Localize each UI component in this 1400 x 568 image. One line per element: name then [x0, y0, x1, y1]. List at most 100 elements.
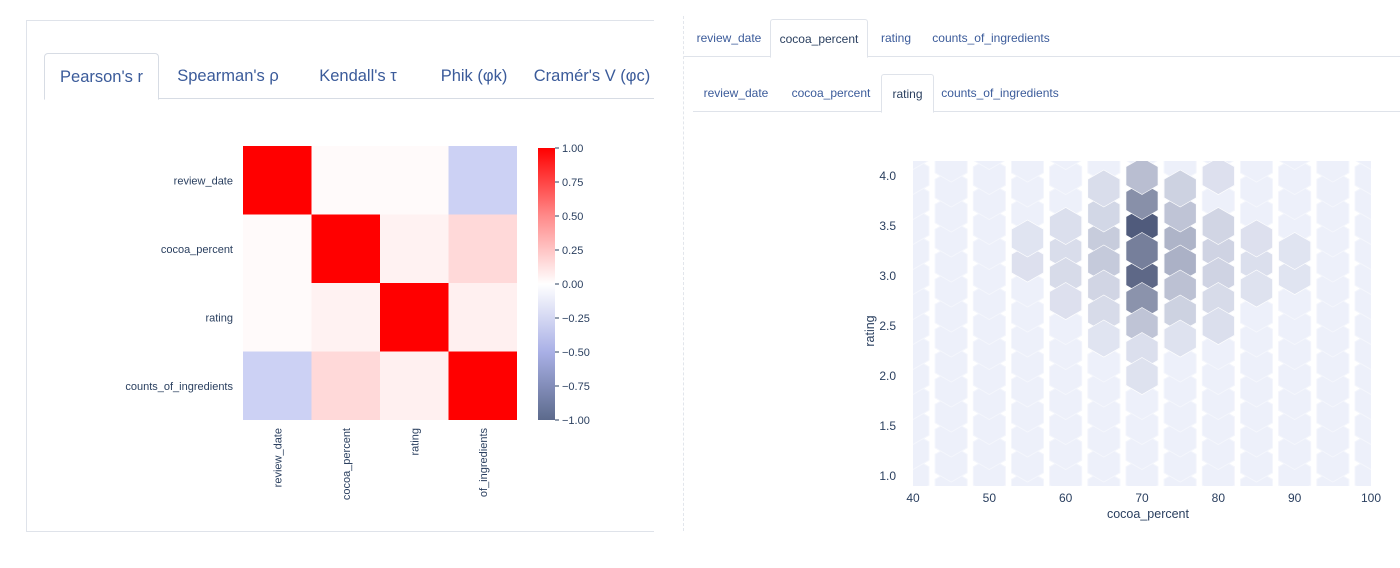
hex-background-cell	[1049, 381, 1083, 421]
interactions-panel: review_date cocoa_percent rating counts_…	[683, 16, 1400, 531]
hex-background-cell	[972, 306, 1006, 346]
heatmap-cell	[380, 351, 449, 420]
y-tick-label: 1.5	[879, 419, 896, 433]
hex-background-cell	[1355, 126, 1387, 145]
column-label: review_date	[272, 428, 284, 487]
hex-background-cell	[1317, 126, 1349, 132]
hex-background-cell	[1393, 220, 1400, 257]
hexbin-cell	[1202, 207, 1235, 245]
hex-background-cell	[1278, 281, 1312, 321]
y-tab-counts-of-ingredients[interactable]: counts_of_ingredients	[941, 86, 1059, 100]
hexbin-cell	[1049, 207, 1082, 245]
hex-background-cell	[1201, 331, 1235, 371]
hex-background-cell	[1316, 319, 1350, 358]
hex-background-cell	[1049, 331, 1083, 371]
hexbin-cell	[1240, 269, 1273, 308]
hexbin-cell	[1125, 357, 1159, 395]
hex-background-cell	[1126, 126, 1158, 145]
hex-background-cell	[972, 331, 1006, 371]
hex-background-cell	[1163, 344, 1197, 383]
x-tick-label: 100	[1361, 491, 1381, 505]
hex-background-cell	[1316, 219, 1350, 258]
hex-background-cell	[934, 419, 968, 458]
hex-background-cell	[972, 431, 1006, 471]
hex-background-cell	[972, 281, 1006, 321]
hex-background-cell	[1393, 245, 1400, 282]
hex-background-cell	[1011, 419, 1044, 458]
hex-background-cell	[1049, 161, 1083, 196]
hex-background-cell	[1011, 294, 1044, 333]
x-tab-counts-of-ingredients[interactable]: counts_of_ingredients	[932, 31, 1050, 45]
hex-background-cell	[1201, 431, 1235, 471]
hex-background-cell	[972, 231, 1006, 271]
hex-background-cell	[972, 161, 1006, 196]
hex-background-cell	[859, 126, 891, 132]
hex-background-cell	[1087, 344, 1121, 383]
tab-phik[interactable]: Phik (φk)	[440, 67, 508, 85]
hex-background-cell	[1393, 345, 1400, 382]
hex-background-cell	[1088, 126, 1120, 132]
hex-background-cell	[935, 126, 967, 132]
hex-background-cell	[1393, 395, 1400, 432]
hex-background-cell	[973, 126, 1005, 145]
hex-background-cell	[1087, 394, 1121, 433]
hex-background-cell	[934, 269, 968, 308]
y-tab-review-date[interactable]: review_date	[703, 86, 769, 100]
hex-background-cell	[1393, 145, 1400, 182]
tab-cramers-v[interactable]: Cramér's V (φc)	[533, 67, 651, 85]
hex-background-cell	[1011, 394, 1044, 433]
hex-background-cell	[1201, 356, 1235, 396]
hexbin-cell	[1125, 182, 1159, 220]
y-tab-cocoa-percent[interactable]: cocoa_percent	[791, 86, 871, 100]
hexbin-cell	[1049, 282, 1082, 320]
hexbin-cell	[1163, 194, 1197, 233]
hex-background-cell	[1164, 126, 1196, 132]
tab-spearman[interactable]: Spearman's ρ	[177, 67, 279, 85]
hex-background-cell	[1316, 169, 1350, 208]
hex-background-cell	[1316, 344, 1350, 383]
y-variable-tabs: review_date cocoa_percent rating counts_…	[693, 74, 1400, 113]
colorbar-tick-label: −0.75	[562, 381, 590, 393]
colorbar-tick-label: 0.75	[562, 177, 583, 189]
tab-pearson[interactable]: Pearson's r	[44, 53, 159, 100]
hex-background-cell	[934, 394, 968, 433]
hex-background-cell	[1011, 369, 1044, 408]
hex-background-cell	[934, 244, 968, 283]
colorbar-tick-label: 0.00	[562, 279, 583, 291]
y-axis-label: rating	[863, 315, 877, 346]
y-tick-label: 3.0	[879, 269, 896, 283]
x-tab-cocoa-percent[interactable]: cocoa_percent	[770, 19, 868, 58]
hex-background-cell	[934, 219, 968, 258]
colorbar-tick-label: 0.50	[562, 211, 583, 223]
hex-background-cell	[1393, 170, 1400, 207]
hex-background-cell	[1240, 169, 1273, 208]
hex-background-cell	[1278, 161, 1311, 171]
hexbin-cell	[1125, 232, 1159, 270]
y-tick-label: 3.5	[879, 219, 896, 233]
colorbar	[538, 148, 555, 420]
x-tab-review-date[interactable]: review_date	[696, 31, 762, 45]
column-label: rating	[409, 428, 421, 456]
heatmap-cell	[311, 146, 380, 215]
hex-background-cell	[972, 381, 1006, 421]
y-tab-rating[interactable]: rating	[881, 74, 934, 113]
hex-background-cell	[1050, 126, 1082, 145]
hex-background-cell	[1049, 406, 1083, 446]
hex-background-cell	[972, 256, 1006, 296]
hex-background-cell	[1049, 431, 1083, 471]
hex-background-cell	[1087, 369, 1121, 408]
heatmap-cell	[448, 351, 517, 420]
hex-background-cell	[1011, 444, 1044, 483]
x-tab-rating[interactable]: rating	[880, 31, 912, 45]
hex-background-cell	[1241, 126, 1273, 157]
hexbin-cell	[1240, 219, 1273, 258]
hexbin-cell	[1278, 257, 1311, 295]
hex-background-cell	[934, 194, 968, 233]
hex-background-cell	[1241, 126, 1273, 132]
row-label: rating	[205, 312, 233, 324]
heatmap-cell	[311, 283, 380, 352]
hex-background-cell	[1355, 161, 1371, 171]
hex-background-cell	[934, 161, 968, 183]
hex-background-cell	[1087, 444, 1121, 483]
tab-kendall[interactable]: Kendall's τ	[319, 67, 397, 85]
